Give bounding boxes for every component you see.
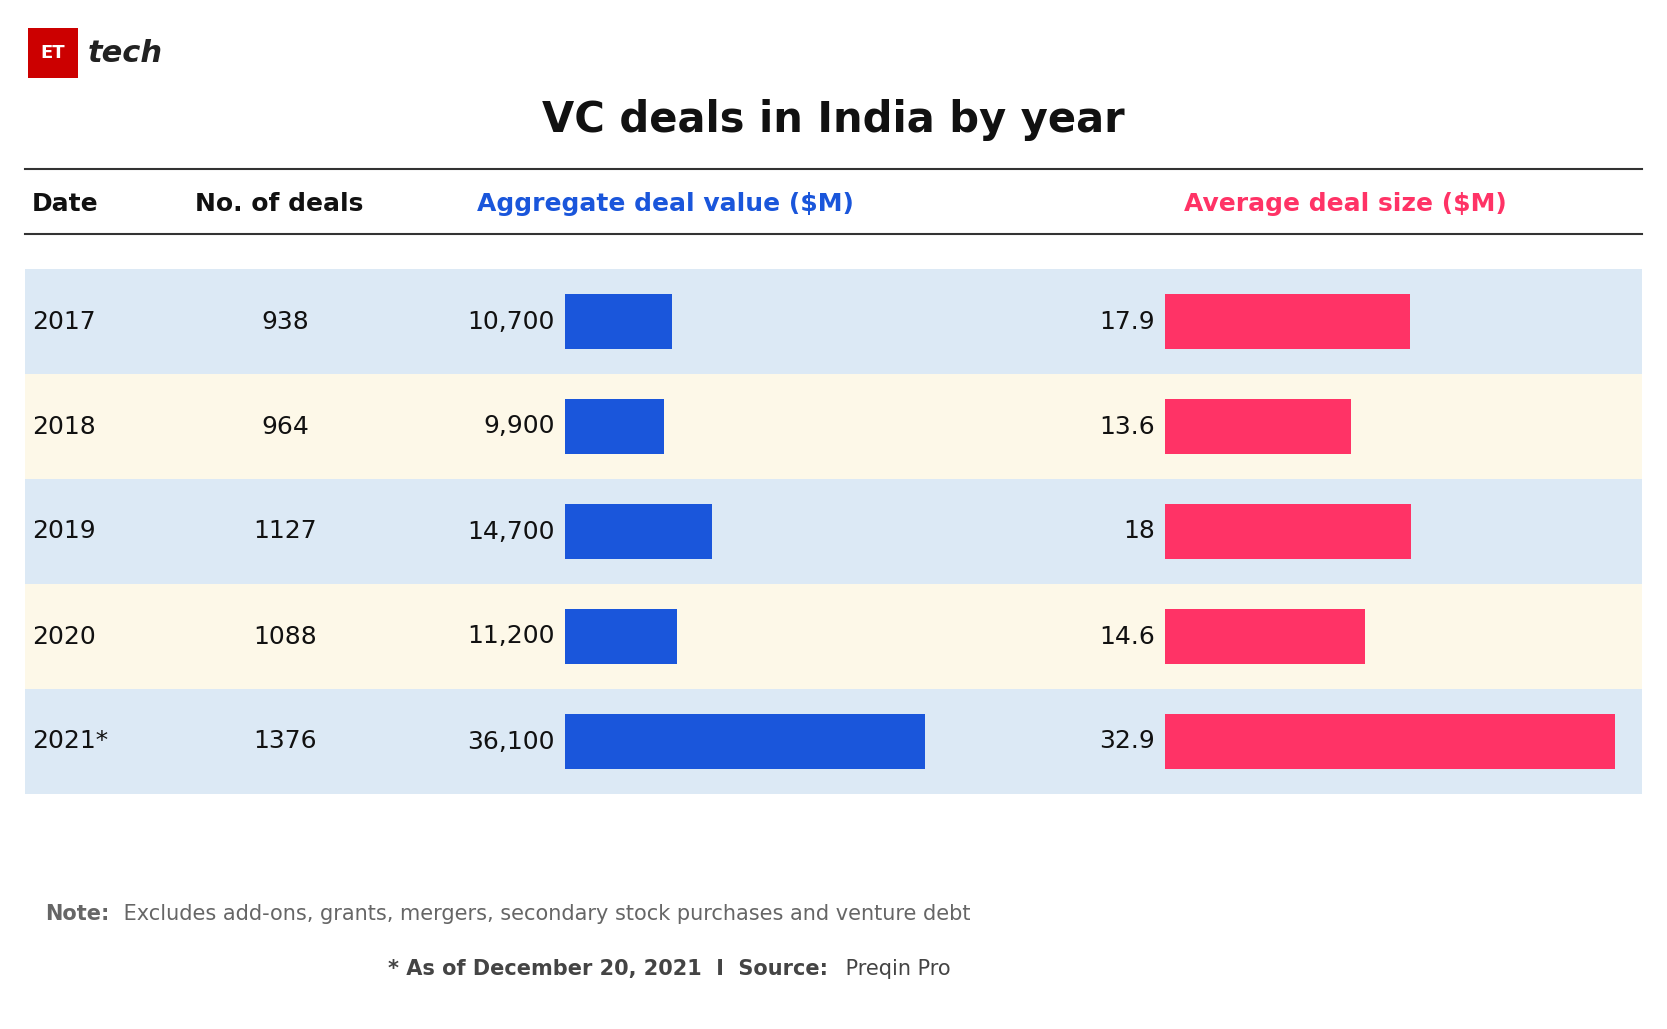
Text: * As of December 20, 2021  I  Source:: * As of December 20, 2021 I Source: [388,959,828,979]
Text: Date: Date [32,192,98,216]
Text: 9,900: 9,900 [483,415,555,438]
FancyBboxPatch shape [565,714,925,769]
FancyBboxPatch shape [25,374,1642,480]
Text: 1088: 1088 [253,625,317,648]
Text: 1376: 1376 [253,730,317,753]
Text: 2020: 2020 [32,625,95,648]
Text: 11,200: 11,200 [467,625,555,648]
Text: 13.6: 13.6 [1099,415,1155,438]
Text: 2017: 2017 [32,310,95,333]
FancyBboxPatch shape [1165,504,1412,559]
FancyBboxPatch shape [1165,399,1350,454]
FancyBboxPatch shape [565,609,677,664]
Text: Excludes add-ons, grants, mergers, secondary stock purchases and venture debt: Excludes add-ons, grants, mergers, secon… [117,904,970,924]
FancyBboxPatch shape [565,294,672,349]
Text: No. of deals: No. of deals [195,192,363,216]
Text: tech: tech [88,38,163,68]
Text: 18: 18 [1124,520,1155,543]
Text: 1127: 1127 [253,520,317,543]
Text: 17.9: 17.9 [1099,310,1155,333]
Text: 14,700: 14,700 [467,520,555,543]
Text: Average deal size ($M): Average deal size ($M) [1184,192,1507,216]
Text: 36,100: 36,100 [467,730,555,753]
Text: 14.6: 14.6 [1099,625,1155,648]
Text: 964: 964 [262,415,308,438]
FancyBboxPatch shape [25,584,1642,689]
FancyBboxPatch shape [1165,714,1615,769]
FancyBboxPatch shape [25,689,1642,794]
FancyBboxPatch shape [28,28,78,78]
FancyBboxPatch shape [565,399,663,454]
Text: 938: 938 [262,310,308,333]
Text: 2021*: 2021* [32,730,108,753]
FancyBboxPatch shape [1165,294,1410,349]
Text: 2019: 2019 [32,520,95,543]
Text: 10,700: 10,700 [468,310,555,333]
Text: VC deals in India by year: VC deals in India by year [542,99,1125,141]
Text: Aggregate deal value ($M): Aggregate deal value ($M) [477,192,854,216]
Text: ET: ET [40,44,65,62]
Text: Preqin Pro: Preqin Pro [839,959,950,979]
Text: 32.9: 32.9 [1099,730,1155,753]
Text: Note:: Note: [45,904,110,924]
FancyBboxPatch shape [25,269,1642,374]
Text: 2018: 2018 [32,415,95,438]
FancyBboxPatch shape [25,480,1642,584]
FancyBboxPatch shape [565,504,712,559]
FancyBboxPatch shape [1165,609,1365,664]
